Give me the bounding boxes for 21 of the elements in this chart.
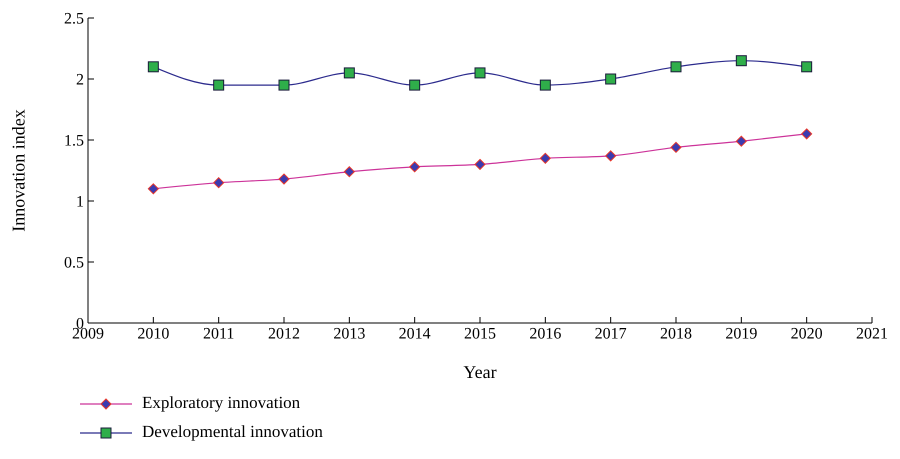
x-tick-label: 2019 <box>725 325 758 342</box>
y-tick-label: 1.5 <box>64 132 84 150</box>
x-tick-label: 2013 <box>333 325 366 342</box>
x-axis-title: Year <box>463 362 497 382</box>
x-tick-label: 2012 <box>268 325 300 342</box>
y-axis-title: Innovation index <box>8 109 28 232</box>
y-tick-label: 1 <box>76 194 84 211</box>
x-tick-label: 2010 <box>137 325 170 342</box>
x-tick-label: 2021 <box>856 325 888 342</box>
y-tick-label: 0.5 <box>64 254 84 272</box>
x-tick-label: 2017 <box>594 325 627 342</box>
x-tick-label: 2014 <box>398 325 431 342</box>
x-tick-label: 2016 <box>529 325 562 342</box>
y-tick-label: 2.5 <box>64 10 84 28</box>
legend-label: Exploratory innovation <box>141 392 302 414</box>
legend-label: Developmental innovation <box>141 421 324 443</box>
x-tick-label: 2020 <box>790 325 823 342</box>
x-tick-label: 2011 <box>202 325 234 342</box>
x-tick-label: 2018 <box>660 325 692 342</box>
y-tick-label: 2 <box>76 72 84 89</box>
x-tick-label: 2015 <box>464 325 496 342</box>
